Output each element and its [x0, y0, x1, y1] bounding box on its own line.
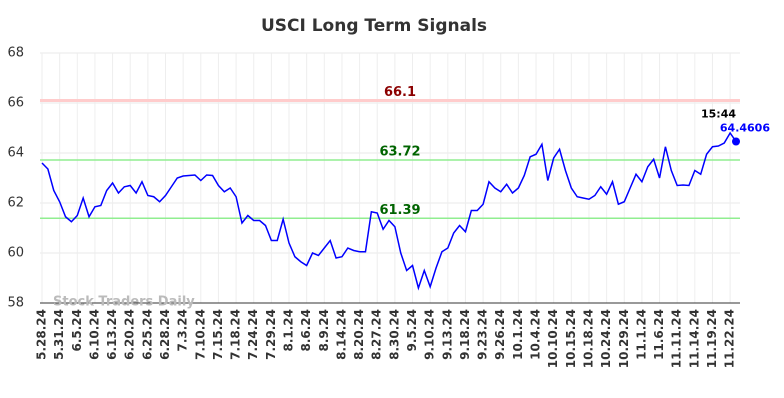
x-tick-label: 11.14.24 [687, 309, 701, 368]
x-tick-label: 8.14.24 [334, 309, 348, 360]
x-tick-label: 9.23.24 [476, 309, 490, 360]
x-tick-label: 5.28.24 [35, 309, 49, 360]
y-tick-label: 68 [7, 46, 24, 61]
x-tick-label: 10.10.24 [546, 309, 560, 368]
x-tick-label: 7.29.24 [264, 309, 278, 360]
signal-label: 63.72 [379, 145, 420, 160]
x-tick-label: 10.4.24 [529, 309, 543, 360]
signal-label: 66.1 [384, 85, 416, 100]
x-tick-label: 5.31.24 [52, 309, 66, 360]
x-tick-label: 11.1.24 [634, 309, 648, 360]
x-tick-label: 7.3.24 [176, 309, 190, 352]
x-tick-label: 10.1.24 [511, 309, 525, 360]
x-tick-label: 8.27.24 [370, 309, 384, 360]
x-tick-label: 7.15.24 [211, 309, 225, 360]
y-tick-label: 64 [7, 146, 24, 161]
x-tick-label: 8.1.24 [282, 309, 296, 352]
x-tick-label: 10.15.24 [564, 309, 578, 368]
last-value: 64.4606 [720, 121, 770, 134]
x-tick-label: 9.18.24 [458, 309, 472, 360]
watermark: Stock Traders Daily [53, 295, 195, 310]
x-tick-label: 7.24.24 [246, 309, 260, 360]
x-tick-label: 9.10.24 [423, 309, 437, 360]
x-tick-label: 6.5.24 [70, 309, 84, 352]
x-tick-label: 8.30.24 [387, 309, 401, 360]
y-tick-label: 66 [7, 96, 24, 111]
x-tick-label: 11.6.24 [652, 309, 666, 360]
x-tick-label: 6.25.24 [140, 309, 154, 360]
last-time: 15:44 [701, 107, 736, 120]
x-tick-label: 6.20.24 [123, 309, 137, 360]
x-tick-label: 10.18.24 [581, 309, 595, 368]
x-tick-label: 11.11.24 [670, 309, 684, 368]
x-tick-label: 11.22.24 [723, 309, 737, 368]
last-point [732, 137, 740, 146]
x-tick-label: 8.9.24 [317, 309, 331, 352]
x-tick-label: 9.26.24 [493, 309, 507, 360]
x-tick-label: 8.20.24 [352, 309, 366, 360]
x-tick-label: 7.10.24 [193, 309, 207, 360]
x-tick-label: 7.18.24 [229, 309, 243, 360]
x-tick-label: 10.24.24 [599, 309, 613, 368]
x-tick-label: 6.13.24 [105, 309, 119, 360]
price-line [41, 131, 737, 291]
signal-label: 61.39 [379, 203, 420, 218]
x-tick-label: 8.6.24 [299, 309, 313, 352]
y-tick-label: 60 [7, 246, 24, 261]
x-tick-label: 9.5.24 [405, 309, 419, 352]
chart-title: USCI Long Term Signals [261, 16, 487, 36]
y-tick-label: 62 [7, 196, 24, 211]
x-tick-label: 9.13.24 [440, 309, 454, 360]
x-tick-label: 6.10.24 [87, 309, 101, 360]
x-tick-label: 6.28.24 [158, 309, 172, 360]
x-tick-label: 11.19.24 [705, 309, 719, 368]
y-tick-label: 58 [7, 296, 24, 311]
x-tick-label: 10.29.24 [617, 309, 631, 368]
